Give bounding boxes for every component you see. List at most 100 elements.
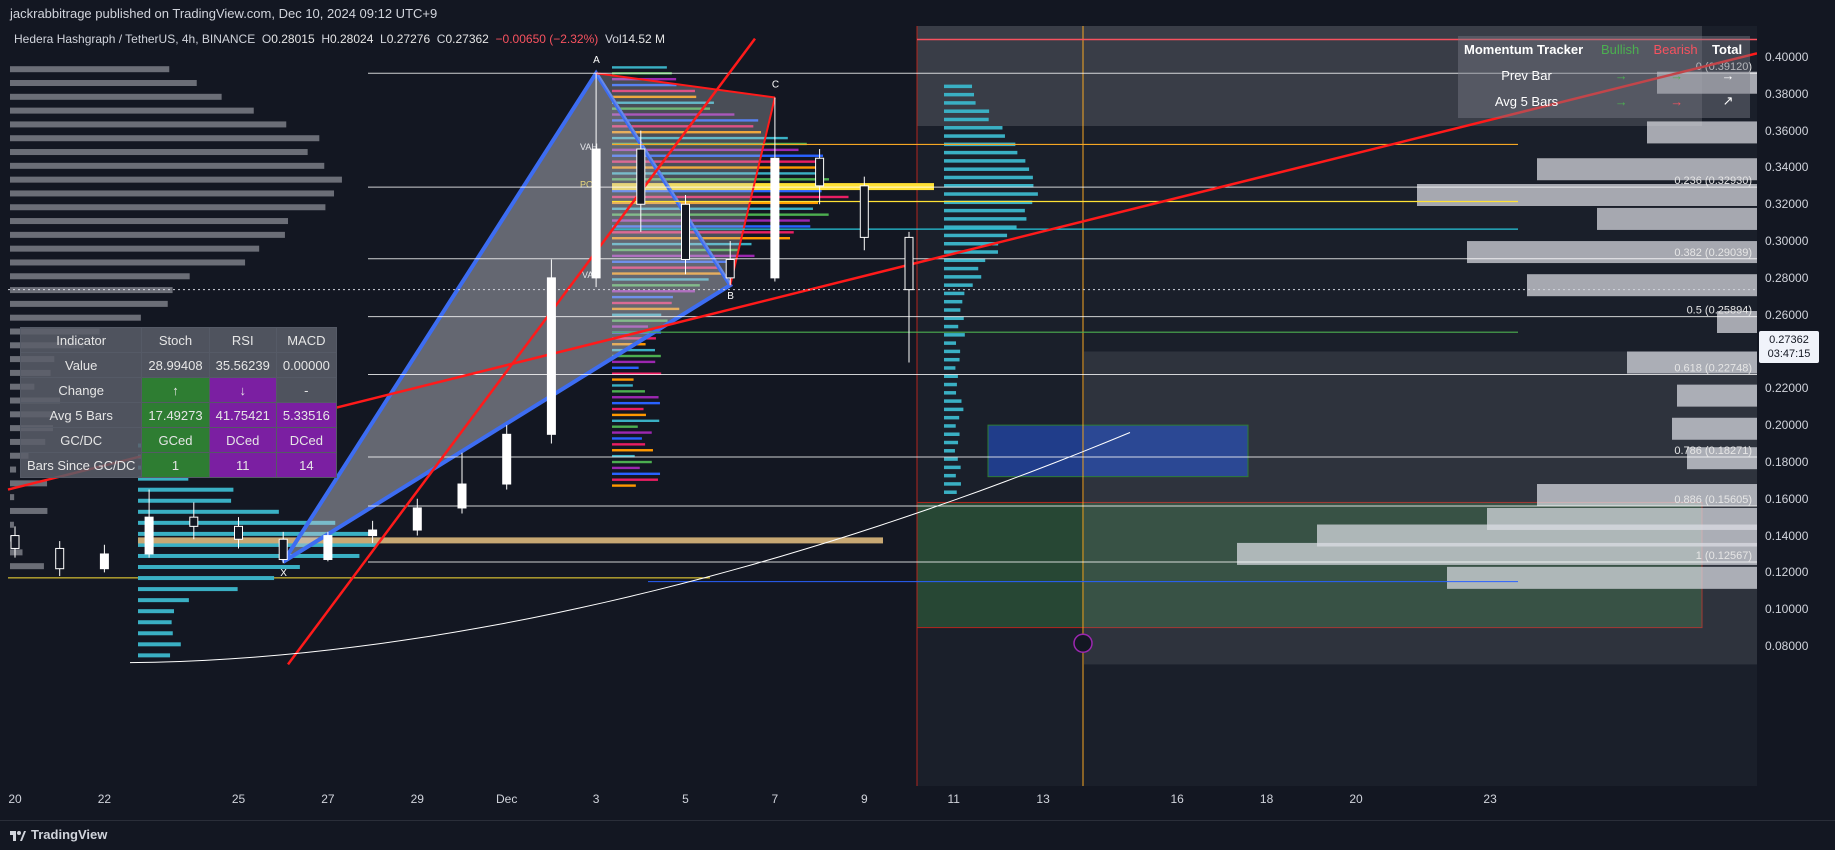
vp-left-bar <box>10 315 141 321</box>
vp-left-bar <box>10 177 342 183</box>
vp-mid-bar <box>612 402 660 404</box>
vp-left-cyan-bar <box>138 653 170 657</box>
vp-right-cyan-bar <box>944 159 1025 163</box>
momentum-bearish-header: Bearish <box>1647 36 1706 62</box>
momentum-row-label: Prev Bar <box>1458 62 1595 88</box>
fib-label: 0.618 (0.22748) <box>1674 363 1752 375</box>
ind-cell: ↓ <box>209 378 276 403</box>
vp-right-cyan-bar <box>944 457 958 461</box>
ind-row-label: Avg 5 Bars <box>21 403 142 428</box>
vp-mid-bar <box>612 461 652 463</box>
vp-left-cyan-bar <box>138 532 372 536</box>
candle-body <box>547 278 555 434</box>
ind-cell: 11 <box>209 453 276 478</box>
candle-body <box>860 186 868 238</box>
price-tick: 0.08000 <box>1765 639 1808 653</box>
price-tick: 0.12000 <box>1765 565 1808 579</box>
price-tick: 0.22000 <box>1765 381 1808 395</box>
candle-body <box>145 517 153 554</box>
vp-right-cyan-bar <box>944 482 961 486</box>
vp-left-cyan-bar <box>138 543 377 547</box>
candle-body <box>369 530 377 536</box>
ind-row-label: Value <box>21 353 142 378</box>
vp-right-cyan-bar <box>944 118 989 122</box>
time-tick: 29 <box>411 792 424 806</box>
vp-right-cyan-bar <box>944 101 976 105</box>
candle-body <box>11 536 19 549</box>
vp-right-cyan-bar <box>944 358 960 362</box>
momentum-total-header: Total <box>1706 36 1750 62</box>
vp-right-cyan-bar <box>944 283 973 287</box>
vp-mid-bar <box>612 384 633 386</box>
ind-row-label: GC/DC <box>21 428 142 453</box>
vp-right-cyan-bar <box>944 151 1017 155</box>
vp-right-cyan-bar <box>944 408 963 412</box>
ind-cell: 1 <box>142 453 209 478</box>
vp-left-cyan-bar <box>138 499 231 503</box>
momentum-bear-arrow-icon: → <box>1647 88 1706 114</box>
price-tick: 0.14000 <box>1765 529 1808 543</box>
ind-cell: DCed <box>209 428 276 453</box>
price-tick: 0.36000 <box>1765 124 1808 138</box>
blue-box-zone <box>988 425 1248 477</box>
momentum-bear-arrow-icon: → <box>1647 62 1706 88</box>
time-tick: 16 <box>1171 792 1184 806</box>
vp-left-bar <box>10 149 308 155</box>
vp-left-bar <box>10 494 14 500</box>
candle-body <box>637 149 645 204</box>
momentum-tracker-table: Momentum Tracker Bullish Bearish Total P… <box>1458 36 1750 118</box>
ind-cell: 17.49273 <box>142 403 209 428</box>
publisher-line: jackrabbitrage published on TradingView.… <box>10 6 437 21</box>
vp-right-cyan-bar <box>944 134 1005 138</box>
vp-left-bar <box>10 190 334 196</box>
vp-far-right-bar <box>1527 274 1757 296</box>
vp-right-cyan-bar <box>944 490 957 494</box>
harmonic-point-label: A <box>593 55 600 66</box>
candle-body <box>458 484 466 508</box>
price-tick: 0.18000 <box>1765 455 1808 469</box>
vp-mid-bar <box>612 361 655 363</box>
candle-body <box>413 508 421 530</box>
close-value: 0.27362 <box>445 32 488 46</box>
candle-body <box>190 517 198 526</box>
vp-mid-bar <box>612 425 638 427</box>
time-tick: 27 <box>321 792 334 806</box>
current-price: 0.27362 <box>1759 333 1819 347</box>
price-tick: 0.34000 <box>1765 160 1808 174</box>
vp-far-right-bar <box>1647 121 1757 143</box>
vp-right-cyan-bar <box>944 432 960 436</box>
vp-right-cyan-bar <box>944 217 1026 221</box>
ind-cell: 28.99408 <box>142 353 209 378</box>
candle-body <box>324 536 332 560</box>
fib-label: 0.5 (0.25894) <box>1687 305 1752 317</box>
vp-right-cyan-bar <box>944 292 964 296</box>
momentum-bullish-header: Bullish <box>1595 36 1648 62</box>
time-tick: 20 <box>8 792 21 806</box>
tradingview-logo[interactable]: TradingView <box>10 827 107 842</box>
vp-right-cyan-bar <box>944 209 1025 213</box>
fib-label: 1 (0.12567) <box>1696 550 1752 562</box>
vp-left-bar <box>10 301 168 307</box>
ind-cell: DCed <box>276 428 336 453</box>
vp-right-cyan-bar <box>944 126 1002 130</box>
momentum-row-label: Avg 5 Bars <box>1458 88 1595 114</box>
candle-body <box>100 554 108 569</box>
candle-body <box>726 259 734 277</box>
ind-cell: 0.00000 <box>276 353 336 378</box>
symbol-info: Hedera Hashgraph / TetherUS, 4h, BINANCE… <box>14 32 665 46</box>
ind-cell: 14 <box>276 453 336 478</box>
vp-right-cyan-bar <box>944 176 1033 180</box>
time-tick: 23 <box>1483 792 1496 806</box>
price-tick: 0.26000 <box>1765 308 1808 322</box>
time-axis[interactable]: 20 22 25 27 29 Dec 3 5 7 9 11 13 16 18 20 23 <box>0 788 1757 812</box>
momentum-bull-arrow-icon: → <box>1595 88 1648 114</box>
candle-body <box>592 149 600 278</box>
vp-mid-bar <box>612 479 658 481</box>
vp-far-right-bar <box>1672 418 1757 440</box>
low-value: 0.27276 <box>387 32 430 46</box>
time-tick: 20 <box>1349 792 1362 806</box>
vp-right-cyan-bar <box>944 474 956 478</box>
time-tick: 5 <box>682 792 689 806</box>
vp-right-cyan-bar <box>944 267 978 271</box>
price-axis[interactable]: 0.40000 0.38000 0.36000 0.34000 0.32000 0.300… <box>1757 26 1835 786</box>
